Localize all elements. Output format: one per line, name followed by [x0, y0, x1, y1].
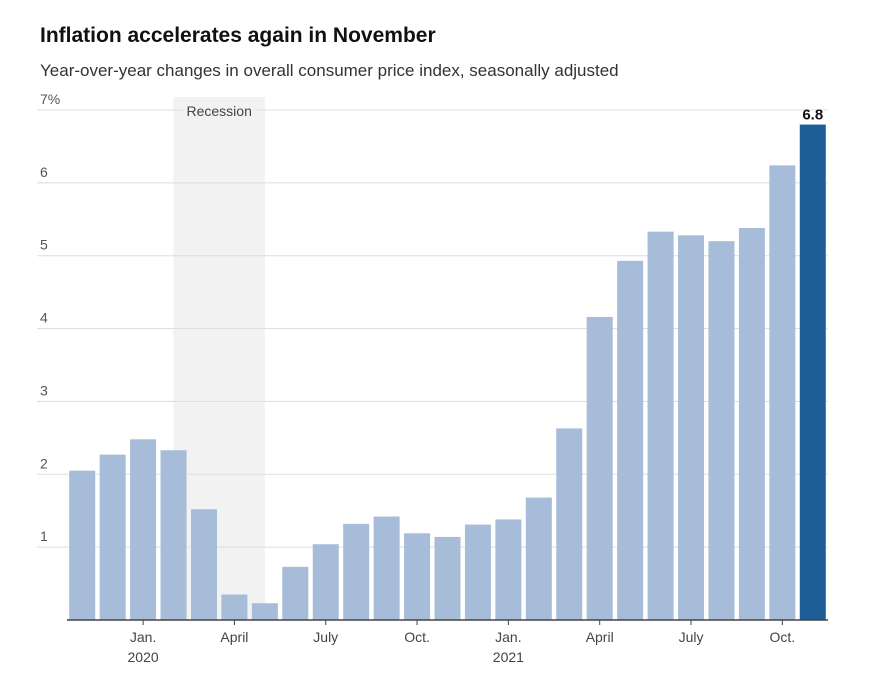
recession-band	[173, 97, 265, 620]
recession-label: Recession	[187, 103, 252, 119]
chart-title: Inflation accelerates again in November	[40, 24, 436, 47]
recession-label-bg	[183, 101, 256, 119]
bar	[556, 428, 583, 620]
bar	[464, 524, 491, 620]
x-tick-label: July	[313, 629, 338, 645]
bar	[69, 470, 96, 620]
bar	[160, 450, 187, 620]
x-tick-label: April	[220, 629, 248, 645]
bar	[617, 260, 644, 620]
y-tick-label: 4	[40, 310, 48, 326]
bar	[525, 497, 552, 620]
bar	[708, 241, 735, 620]
x-tick-label: Oct.	[770, 629, 796, 645]
bar	[130, 439, 157, 620]
bar	[190, 509, 217, 620]
bar	[282, 566, 309, 620]
bar	[678, 235, 705, 621]
x-tick-year-label: 2020	[128, 649, 159, 665]
x-tick-label: April	[586, 629, 614, 645]
bar	[343, 523, 370, 620]
bar	[404, 533, 431, 620]
bar	[251, 603, 278, 620]
y-tick-label: 7%	[40, 91, 60, 107]
bar	[373, 516, 400, 620]
y-tick-label: 1	[40, 528, 48, 544]
bar	[312, 544, 339, 620]
bar-highlight	[799, 124, 826, 621]
bar	[586, 316, 613, 620]
bar	[221, 594, 248, 620]
data-label: 6.8	[802, 107, 823, 124]
y-tick-label: 6	[40, 164, 48, 180]
y-tick-label: 2	[40, 455, 48, 471]
bar	[99, 454, 126, 620]
x-tick-year-label: 2021	[493, 649, 524, 665]
x-tick-label: July	[679, 629, 704, 645]
y-tick-label: 5	[40, 237, 48, 253]
bar	[434, 536, 461, 620]
bar	[495, 519, 522, 620]
chart-subtitle: Year-over-year changes in overall consum…	[40, 61, 619, 80]
y-tick-label: 3	[40, 382, 48, 398]
x-tick-label: Jan.	[495, 629, 521, 645]
x-tick-label: Jan.	[130, 629, 156, 645]
bar	[738, 228, 765, 620]
bar	[647, 231, 674, 620]
bar	[769, 165, 796, 620]
x-tick-label: Oct.	[404, 629, 430, 645]
